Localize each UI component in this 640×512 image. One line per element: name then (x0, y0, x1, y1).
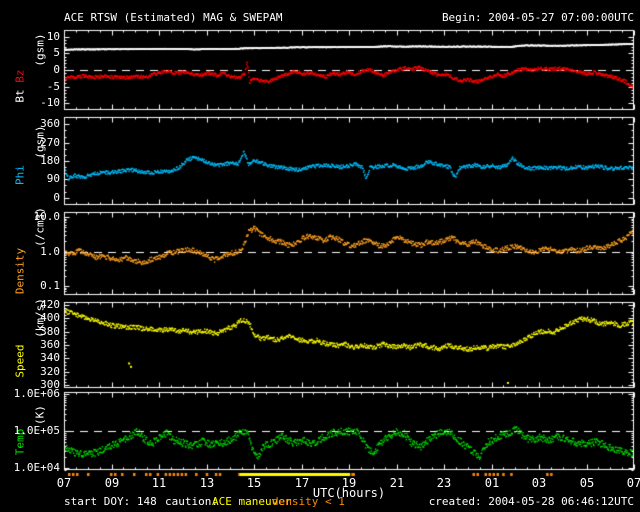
ylabel-temp-unit: (K) (33, 405, 47, 425)
y-tick-label: 400 (40, 311, 60, 324)
caution-label: caution: (165, 495, 218, 508)
y-tick-label: 0.1 (40, 279, 60, 292)
maneuver-legend: ACE maneuver (212, 495, 292, 508)
y-tick-label: 1.0 (40, 245, 60, 258)
y-tick-label: 380 (40, 325, 60, 338)
y-tick-label: 0 (53, 191, 60, 204)
x-tick-label: 21 (389, 476, 405, 490)
density-legend: density < 1 (272, 495, 345, 508)
y-tick-label: 300 (40, 378, 60, 391)
x-tick-label: 01 (484, 476, 500, 490)
page-title: ACE RTSW (Estimated) MAG & SWEPAM (64, 11, 283, 24)
y-tick-label: 1.0E+04 (13, 461, 60, 474)
created-timestamp: created: 2004-05-28 06:46:12UTC (428, 495, 634, 508)
y-tick-label: 10 (46, 30, 60, 43)
y-tick-label: 340 (40, 351, 60, 364)
y-tick-label: 90 (46, 172, 60, 185)
y-tick-label: -10 (40, 96, 60, 109)
x-tick-label: 13 (199, 476, 215, 490)
y-tick-label: -5 (46, 80, 60, 93)
y-tick-label: 10.0 (33, 210, 61, 223)
start-doy: start DOY: 148 (64, 495, 157, 508)
y-tick-label: 320 (40, 365, 60, 378)
x-tick-label: 05 (579, 476, 595, 490)
y-tick-label: 1.0E+05 (13, 424, 60, 437)
y-tick-label: 1.0E+06 (13, 387, 60, 400)
x-tick-label: 09 (104, 476, 120, 490)
x-tick-label: 07 (626, 476, 640, 490)
x-tick-label: 03 (531, 476, 547, 490)
y-tick-label: 420 (40, 298, 60, 311)
xaxis-label: UTC(hours) (312, 486, 386, 500)
x-tick-label: 19 (341, 476, 357, 490)
y-tick-label: 270 (40, 136, 60, 149)
y-tick-label: 5 (53, 46, 60, 59)
x-tick-label: 07 (56, 476, 72, 490)
y-tick-label: 360 (40, 338, 60, 351)
y-tick-label: 180 (40, 154, 60, 167)
y-tick-label: 0 (53, 63, 60, 76)
x-tick-label: 17 (294, 476, 310, 490)
x-tick-label: 15 (246, 476, 262, 490)
x-tick-label: 11 (151, 476, 167, 490)
y-tick-label: 360 (40, 117, 60, 130)
begin-timestamp: Begin: 2004-05-27 07:00:00UTC (441, 11, 634, 24)
x-tick-label: 23 (436, 476, 452, 490)
